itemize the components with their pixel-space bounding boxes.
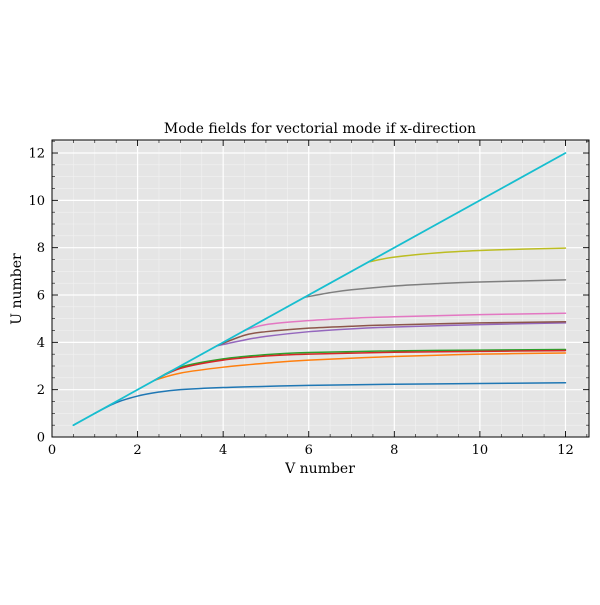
series-line-1 (94, 382, 567, 415)
series-line-3 (153, 348, 567, 381)
series-line-10 (72, 152, 567, 427)
y-tick-label: 0 (37, 431, 45, 446)
x-tick-label: 0 (48, 443, 56, 458)
y-tick-label: 12 (28, 147, 45, 162)
x-tick-label: 6 (305, 443, 313, 458)
x-tick-label: 12 (557, 443, 574, 458)
y-tick-label: 10 (28, 194, 45, 209)
series-line-4 (153, 349, 567, 381)
x-tick-label: 10 (472, 443, 489, 458)
series-line-2 (153, 352, 567, 381)
series-line-6 (215, 321, 567, 347)
y-tick-label: 6 (37, 289, 45, 304)
x-tick-label: 8 (390, 443, 398, 458)
y-tick-label: 8 (37, 241, 45, 256)
y-tick-label: 2 (37, 383, 45, 398)
series-line-7 (243, 312, 567, 332)
plot-area: 0 2 4 6 8 10 12 0 2 4 6 8 10 12 (28, 139, 590, 458)
x-tick-label: 4 (219, 443, 227, 458)
x-tick-label: 2 (133, 443, 141, 458)
y-axis-label: U number (9, 253, 25, 325)
chart-title: Mode fields for vectorial mode if x-dire… (164, 121, 476, 137)
x-axis-label: V number (284, 461, 355, 477)
series-line-5 (215, 322, 567, 347)
plot-frame (51, 139, 590, 438)
y-tick-label: 4 (37, 336, 45, 351)
series-line-9 (367, 247, 567, 263)
series-line-8 (303, 279, 567, 299)
